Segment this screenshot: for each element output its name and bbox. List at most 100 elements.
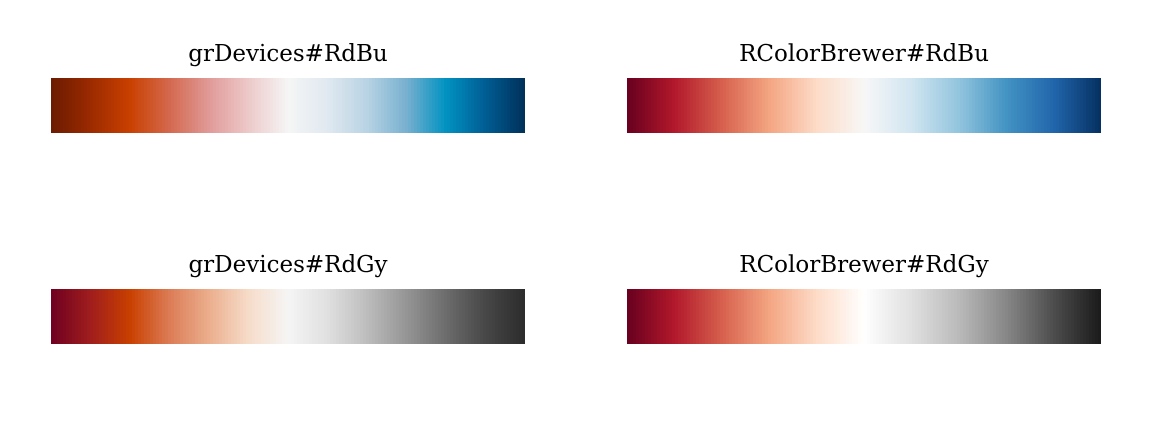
colormap-stripe (861, 289, 865, 344)
colormap-stripe (726, 289, 730, 344)
colormap-stripe (228, 289, 232, 344)
colormap-stripe (774, 78, 778, 133)
colormap-stripe (216, 289, 220, 344)
colormap-stripe (291, 78, 295, 133)
colormap-stripe (252, 78, 256, 133)
colormap-stripe (846, 289, 850, 344)
colormap-stripe (444, 289, 448, 344)
colormap-stripe (411, 78, 415, 133)
colormap-stripe (1035, 78, 1039, 133)
colormap-stripe (201, 289, 205, 344)
colormap-stripe (684, 78, 688, 133)
colormap-stripe (162, 78, 166, 133)
colormap-stripe (828, 289, 832, 344)
colormap-stripe (279, 78, 283, 133)
colormap-stripe (225, 289, 229, 344)
colormap-stripe (51, 78, 55, 133)
colormap-stripe (750, 78, 754, 133)
colormap-stripe (975, 289, 979, 344)
colormap-stripe (951, 78, 955, 133)
colormap-stripe (303, 289, 307, 344)
colormap-stripe (252, 289, 256, 344)
colormap-stripe (204, 78, 208, 133)
colormap-stripe (396, 289, 400, 344)
colormap-stripe (1053, 289, 1057, 344)
colormap-stripe (402, 289, 406, 344)
colormap-stripe (153, 289, 157, 344)
colormap-stripe (924, 78, 928, 133)
colormap-stripe (981, 78, 985, 133)
colormap-stripe (144, 289, 148, 344)
colormap-stripe (642, 289, 646, 344)
colormap-stripe (429, 289, 433, 344)
colormap-stripe (771, 289, 775, 344)
colormap-stripe (492, 78, 496, 133)
colormap-stripe (348, 289, 352, 344)
colormap-stripe (345, 78, 349, 133)
colormap-stripe (1011, 78, 1015, 133)
colormap-stripe (630, 289, 634, 344)
colormap-stripe (453, 78, 457, 133)
colormap-stripe (264, 78, 268, 133)
colormap-ramp (51, 289, 525, 344)
colormap-stripe (729, 78, 733, 133)
colormap-stripe (177, 289, 181, 344)
colormap-stripe (168, 78, 172, 133)
colormap-title: RColorBrewer#RdBu (739, 41, 989, 67)
colormap-stripe (78, 78, 82, 133)
colormap-stripe (906, 289, 910, 344)
colormap-stripe (279, 289, 283, 344)
colormap-stripe (501, 78, 505, 133)
colormap-stripe (1008, 289, 1012, 344)
colormap-stripe (468, 78, 472, 133)
colormap-stripe (741, 289, 745, 344)
colormap-stripe (1068, 289, 1072, 344)
colormap-stripe (1017, 289, 1021, 344)
colormap-stripe (681, 78, 685, 133)
colormap-stripe (744, 78, 748, 133)
colormap-stripe (315, 289, 319, 344)
colormap-stripe (909, 78, 913, 133)
colormap-stripe (264, 289, 268, 344)
colormap-stripe (294, 289, 298, 344)
colormap-stripe (942, 78, 946, 133)
colormap-stripe (1020, 78, 1024, 133)
colormap-stripe (51, 289, 55, 344)
colormap-stripe (408, 78, 412, 133)
colormap-stripe (84, 78, 88, 133)
colormap-stripe (672, 78, 676, 133)
colormap-stripe (438, 78, 442, 133)
colormap-stripe (504, 78, 508, 133)
colormap-stripe (378, 289, 382, 344)
colormap-stripe (1086, 78, 1090, 133)
colormap-stripe (111, 289, 115, 344)
colormap-stripe (756, 289, 760, 344)
colormap-stripe (960, 78, 964, 133)
colormap-stripe (1032, 78, 1036, 133)
colormap-stripe (135, 78, 139, 133)
colormap-stripe (486, 78, 490, 133)
colormap-stripe (456, 289, 460, 344)
colormap-stripe (270, 289, 274, 344)
colormap-stripe (495, 289, 499, 344)
colormap-stripe (975, 78, 979, 133)
colormap-stripe (1044, 78, 1048, 133)
colormap-stripe (303, 78, 307, 133)
colormap-stripe (789, 78, 793, 133)
colormap-stripe (945, 289, 949, 344)
colormap-stripe (396, 78, 400, 133)
colormap-stripe (1068, 78, 1072, 133)
colormap-stripe (69, 78, 73, 133)
colormap-stripe (69, 289, 73, 344)
colormap-stripe (123, 78, 127, 133)
colormap-stripe (108, 78, 112, 133)
colormap-stripe (291, 289, 295, 344)
colormap-stripe (327, 78, 331, 133)
colormap-stripe (72, 289, 76, 344)
colormap-stripe (309, 78, 313, 133)
colormap-stripe (1092, 78, 1096, 133)
colormap-stripe (438, 289, 442, 344)
colormap-stripe (897, 78, 901, 133)
colormap-stripe (969, 78, 973, 133)
colormap-stripe (87, 289, 91, 344)
